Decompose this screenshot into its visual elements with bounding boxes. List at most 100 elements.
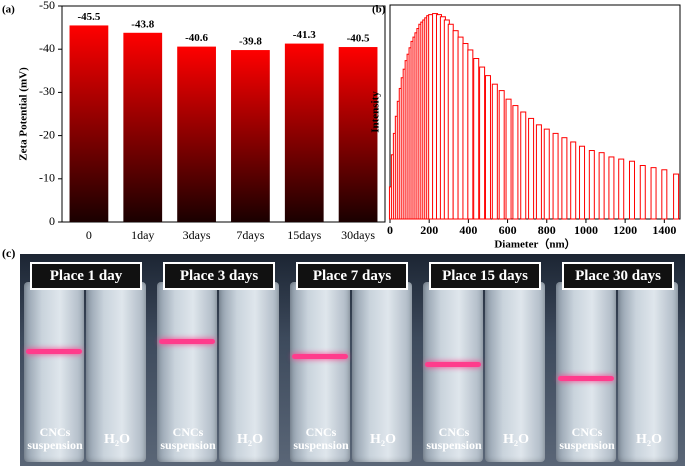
plot-frame	[389, 4, 681, 220]
plot-frame	[61, 5, 386, 223]
value-label: -40.6	[185, 32, 208, 44]
vial	[86, 282, 146, 462]
bar	[598, 152, 605, 220]
panel-label: (a)	[2, 4, 15, 16]
bar	[543, 128, 550, 220]
bar	[639, 165, 646, 220]
sample-label: CNCs suspension	[559, 425, 615, 452]
caption: Place 3 days	[163, 262, 275, 290]
x-tick-label: 0	[387, 223, 393, 237]
x-tick-label: 1400	[652, 223, 676, 237]
bar	[570, 141, 577, 220]
bar	[231, 50, 270, 223]
bar	[123, 32, 163, 223]
caption: Place 15 days	[429, 262, 541, 290]
sample-label: H₂O	[370, 432, 396, 447]
y-tick-label: -10	[39, 171, 55, 185]
vial-panel: Place 15 days CNCs suspension H₂O	[421, 254, 549, 466]
bar	[661, 169, 668, 220]
bar	[479, 66, 486, 220]
bar	[505, 98, 512, 220]
sample-label: CNCs suspension	[27, 425, 83, 452]
vial	[290, 282, 350, 462]
vial-panel: Place 7 days CNCs suspension H₂O	[288, 254, 416, 466]
y-tick-label: -20	[39, 127, 55, 141]
x-tick-label: 1day	[131, 228, 154, 242]
x-axis-label: Diameter（nm）	[494, 238, 575, 250]
value-label: -40.5	[347, 33, 370, 45]
vial	[157, 282, 217, 462]
x-tick-label: 3days	[183, 228, 211, 242]
bar	[284, 43, 324, 222]
charts: (a) Zeta Potential (mV) 0 -10 -20 -30 -40 -50 0 -…	[2, 0, 681, 250]
bar	[618, 158, 625, 220]
bar	[628, 160, 635, 220]
bar	[588, 150, 595, 220]
bar	[457, 36, 464, 220]
caption: Place 7 days	[296, 262, 408, 290]
laser-beam	[26, 349, 82, 354]
bar	[491, 83, 498, 220]
x-tick-label: 1200	[613, 223, 637, 237]
bar	[650, 167, 657, 220]
laser-beam	[159, 339, 215, 344]
sample-label: CNCs suspension	[293, 425, 349, 452]
sample-label: CNCs suspension	[426, 425, 482, 452]
vial	[618, 282, 678, 462]
bar	[512, 105, 519, 220]
x-tick-label: 200	[420, 223, 438, 237]
x-tick-label: 0	[86, 228, 92, 242]
x-tick-label: 15days	[287, 228, 321, 242]
sample-label: H₂O	[503, 432, 529, 447]
laser-beam	[292, 354, 348, 359]
bar	[177, 46, 216, 222]
bar	[462, 43, 469, 220]
sample-label: H₂O	[237, 432, 263, 447]
y-tick-label: -50	[39, 0, 55, 12]
x-tick-label: 400	[459, 223, 477, 237]
y-tick-label: -40	[39, 41, 55, 55]
bar	[447, 23, 454, 220]
caption: Place 1 day	[30, 262, 142, 290]
sample-label: H₂O	[104, 432, 130, 447]
y-axis-label: Intensity	[370, 91, 382, 133]
vial	[219, 282, 279, 462]
bar	[579, 145, 586, 220]
caption: Place 30 days	[562, 262, 674, 290]
bar	[535, 124, 542, 220]
bar	[561, 137, 568, 220]
value-label: -39.8	[239, 36, 262, 48]
x-tick-label: 800	[538, 223, 556, 237]
value-label: -43.8	[131, 18, 154, 30]
x-tick-label: 7days	[236, 228, 264, 242]
vial	[423, 282, 483, 462]
bar	[473, 58, 480, 220]
laser-beam	[425, 362, 481, 367]
panel-label: (c)	[2, 246, 16, 260]
x-tick-label: 600	[499, 223, 517, 237]
sample-label: CNCs suspension	[160, 425, 216, 452]
bar	[452, 30, 459, 220]
y-axis-label: Zeta Potential (mV)	[18, 67, 30, 161]
value-label: -41.3	[293, 29, 316, 41]
bar	[498, 90, 505, 220]
panel-label: (b)	[372, 4, 386, 16]
laser-beam	[558, 376, 614, 381]
vial-panel: Place 30 days CNCs suspension H₂O	[554, 254, 682, 466]
photo: Place 1 day CNCs suspension H₂O Place 3 day…	[20, 254, 685, 466]
value-label: -45.5	[77, 11, 100, 23]
bar	[69, 25, 109, 222]
bar	[520, 111, 527, 220]
vial	[352, 282, 412, 462]
bar	[552, 132, 559, 220]
vial-panel: Place 1 day CNCs suspension H₂O	[22, 254, 150, 466]
vial	[485, 282, 545, 462]
vial	[556, 282, 616, 462]
bar	[608, 156, 615, 220]
bar	[467, 49, 474, 220]
x-tick-label: 30days	[341, 228, 375, 242]
bar	[338, 47, 378, 222]
vial	[24, 282, 84, 462]
bar	[673, 173, 680, 220]
